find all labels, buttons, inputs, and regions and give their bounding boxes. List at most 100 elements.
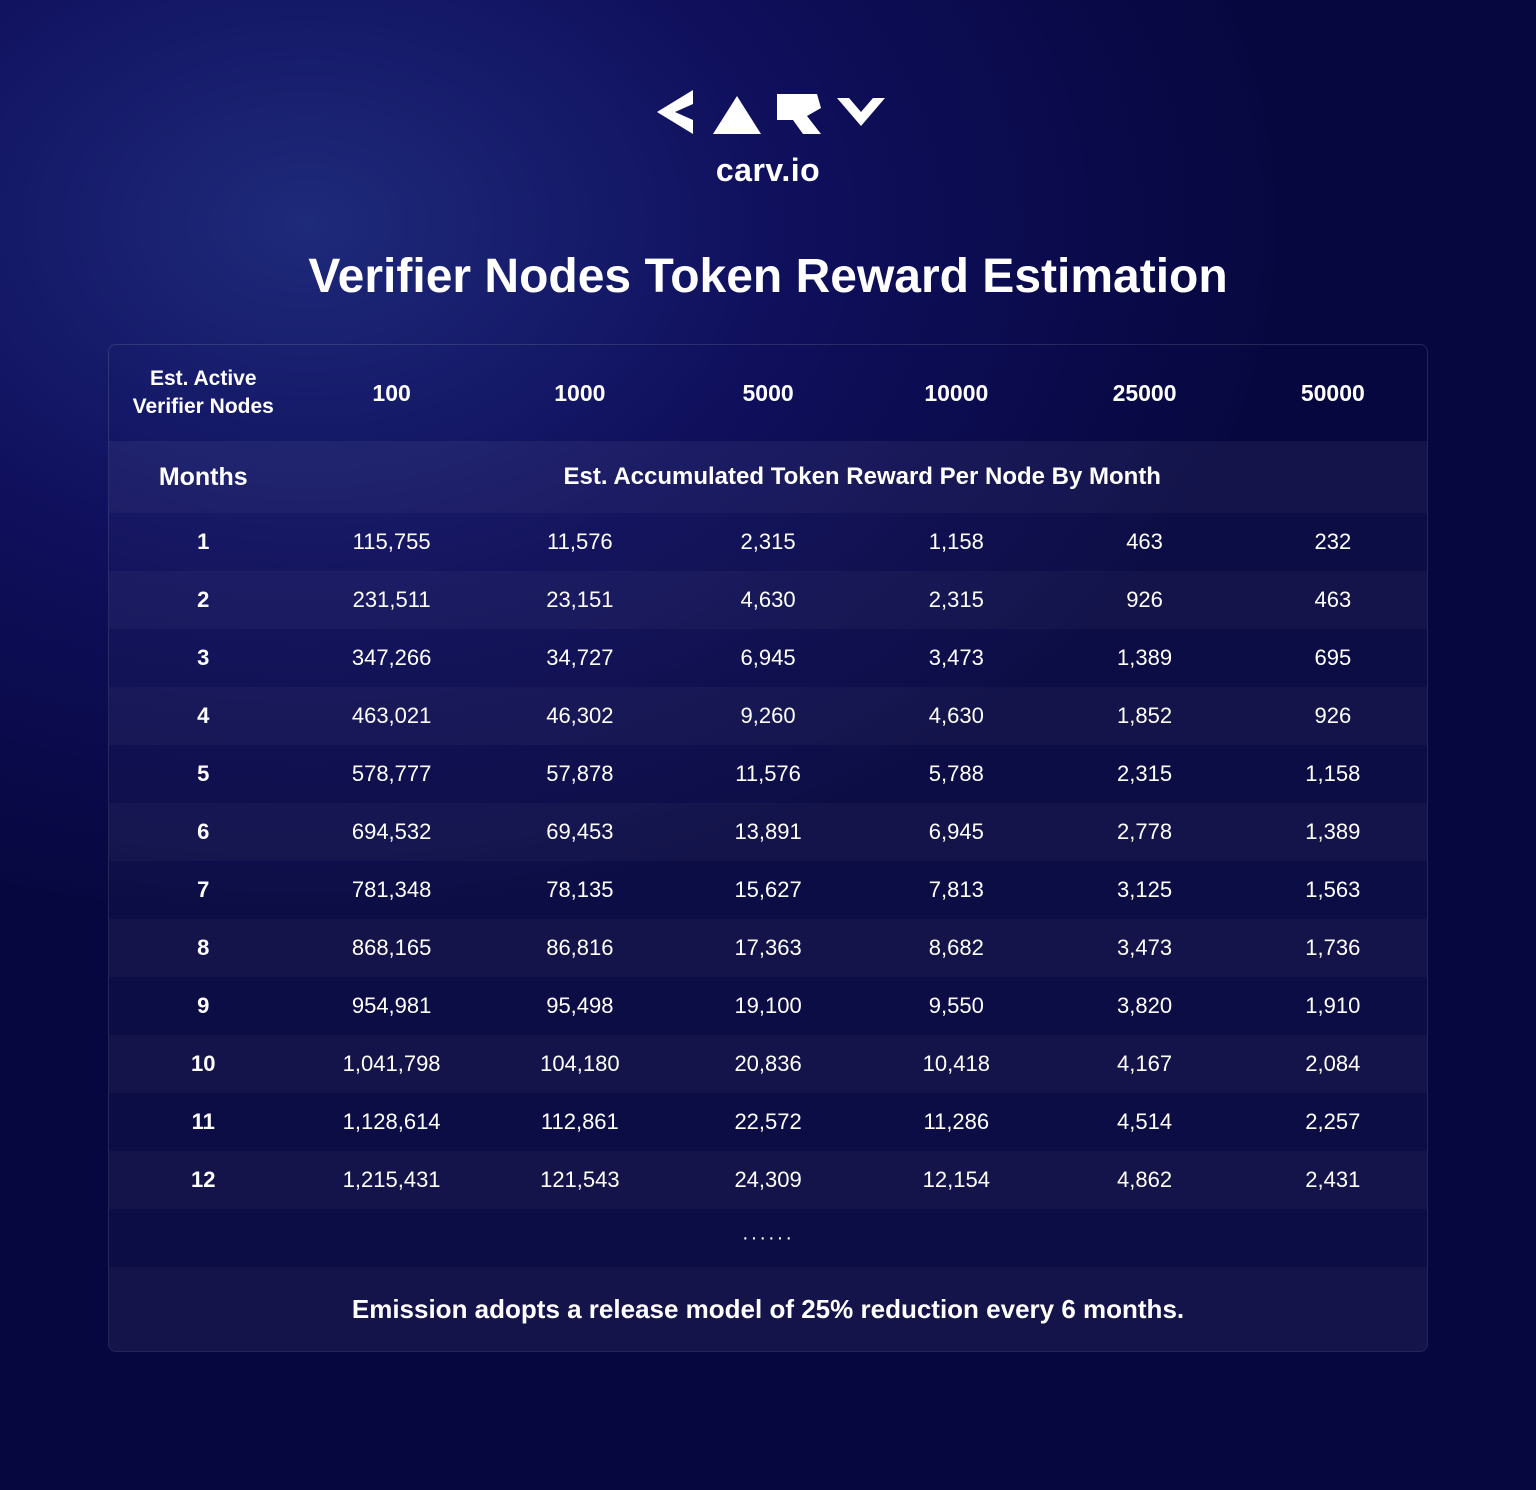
- value-cell: 1,736: [1239, 919, 1427, 977]
- value-cell: 2,315: [862, 571, 1050, 629]
- value-cell: 121,543: [486, 1151, 674, 1209]
- month-cell: 12: [109, 1151, 298, 1209]
- header-corner-line1: Est. Active: [150, 367, 257, 390]
- value-cell: 232: [1239, 513, 1427, 571]
- table-ellipsis-row: ······: [109, 1209, 1427, 1267]
- value-cell: 2,084: [1239, 1035, 1427, 1093]
- table-row: 6694,53269,45313,8916,9452,7781,389: [109, 803, 1427, 861]
- value-cell: 2,257: [1239, 1093, 1427, 1151]
- value-cell: 695: [1239, 629, 1427, 687]
- table-row: 9954,98195,49819,1009,5503,8201,910: [109, 977, 1427, 1035]
- value-cell: 86,816: [486, 919, 674, 977]
- value-cell: 10,418: [862, 1035, 1050, 1093]
- value-cell: 17,363: [674, 919, 862, 977]
- month-cell: 3: [109, 629, 298, 687]
- table-row: 121,215,431121,54324,30912,1544,8622,431: [109, 1151, 1427, 1209]
- value-cell: 11,576: [674, 745, 862, 803]
- value-cell: 4,630: [674, 571, 862, 629]
- value-cell: 9,550: [862, 977, 1050, 1035]
- ellipsis-cell: ······: [109, 1209, 1427, 1267]
- value-cell: 347,266: [298, 629, 486, 687]
- value-cell: 95,498: [486, 977, 674, 1035]
- value-cell: 11,576: [486, 513, 674, 571]
- value-cell: 34,727: [486, 629, 674, 687]
- value-cell: 115,755: [298, 513, 486, 571]
- month-cell: 5: [109, 745, 298, 803]
- table-row: 111,128,614112,86122,57211,2864,5142,257: [109, 1093, 1427, 1151]
- value-cell: 1,389: [1239, 803, 1427, 861]
- value-cell: 3,820: [1050, 977, 1238, 1035]
- reward-table-container: Est. Active Verifier Nodes 100 1000 5000…: [108, 344, 1428, 1352]
- table-row: 1115,75511,5762,3151,158463232: [109, 513, 1427, 571]
- value-cell: 463: [1239, 571, 1427, 629]
- value-cell: 1,389: [1050, 629, 1238, 687]
- month-cell: 4: [109, 687, 298, 745]
- brand-site-text: carv.io: [716, 152, 820, 189]
- carv-logo-icon: [649, 90, 887, 134]
- value-cell: 4,630: [862, 687, 1050, 745]
- table-footnote-row: Emission adopts a release model of 25% r…: [109, 1267, 1427, 1351]
- month-cell: 8: [109, 919, 298, 977]
- value-cell: 46,302: [486, 687, 674, 745]
- value-cell: 3,125: [1050, 861, 1238, 919]
- subheader-reward: Est. Accumulated Token Reward Per Node B…: [298, 441, 1428, 513]
- value-cell: 104,180: [486, 1035, 674, 1093]
- value-cell: 23,151: [486, 571, 674, 629]
- value-cell: 9,260: [674, 687, 862, 745]
- value-cell: 57,878: [486, 745, 674, 803]
- table-row: 3347,26634,7276,9453,4731,389695: [109, 629, 1427, 687]
- value-cell: 3,473: [1050, 919, 1238, 977]
- value-cell: 6,945: [862, 803, 1050, 861]
- value-cell: 781,348: [298, 861, 486, 919]
- value-cell: 8,682: [862, 919, 1050, 977]
- value-cell: 954,981: [298, 977, 486, 1035]
- value-cell: 231,511: [298, 571, 486, 629]
- value-cell: 926: [1239, 687, 1427, 745]
- month-cell: 6: [109, 803, 298, 861]
- value-cell: 6,945: [674, 629, 862, 687]
- value-cell: 22,572: [674, 1093, 862, 1151]
- value-cell: 5,788: [862, 745, 1050, 803]
- value-cell: 926: [1050, 571, 1238, 629]
- month-cell: 10: [109, 1035, 298, 1093]
- table-row: 101,041,798104,18020,83610,4184,1672,084: [109, 1035, 1427, 1093]
- value-cell: 24,309: [674, 1151, 862, 1209]
- value-cell: 13,891: [674, 803, 862, 861]
- reward-table: Est. Active Verifier Nodes 100 1000 5000…: [109, 345, 1427, 1351]
- table-row: 7781,34878,13515,6277,8133,1251,563: [109, 861, 1427, 919]
- value-cell: 1,158: [862, 513, 1050, 571]
- table-header-row: Est. Active Verifier Nodes 100 1000 5000…: [109, 345, 1427, 441]
- value-cell: 4,862: [1050, 1151, 1238, 1209]
- value-cell: 1,041,798: [298, 1035, 486, 1093]
- header-nodes-10000: 10000: [862, 345, 1050, 441]
- header-nodes-1000: 1000: [486, 345, 674, 441]
- value-cell: 3,473: [862, 629, 1050, 687]
- table-subheader-row: Months Est. Accumulated Token Reward Per…: [109, 441, 1427, 513]
- value-cell: 2,315: [1050, 745, 1238, 803]
- value-cell: 2,431: [1239, 1151, 1427, 1209]
- table-row: 2231,51123,1514,6302,315926463: [109, 571, 1427, 629]
- value-cell: 1,128,614: [298, 1093, 486, 1151]
- value-cell: 1,215,431: [298, 1151, 486, 1209]
- header-nodes-50000: 50000: [1239, 345, 1427, 441]
- header-corner-line2: Verifier Nodes: [133, 395, 274, 418]
- value-cell: 868,165: [298, 919, 486, 977]
- header-corner: Est. Active Verifier Nodes: [109, 345, 298, 441]
- value-cell: 463,021: [298, 687, 486, 745]
- value-cell: 15,627: [674, 861, 862, 919]
- subheader-months: Months: [109, 441, 298, 513]
- table-body: 1115,75511,5762,3151,1584632322231,51123…: [109, 513, 1427, 1209]
- header-nodes-25000: 25000: [1050, 345, 1238, 441]
- value-cell: 112,861: [486, 1093, 674, 1151]
- value-cell: 2,315: [674, 513, 862, 571]
- value-cell: 1,852: [1050, 687, 1238, 745]
- month-cell: 7: [109, 861, 298, 919]
- header-nodes-100: 100: [298, 345, 486, 441]
- value-cell: 4,167: [1050, 1035, 1238, 1093]
- month-cell: 9: [109, 977, 298, 1035]
- value-cell: 578,777: [298, 745, 486, 803]
- value-cell: 12,154: [862, 1151, 1050, 1209]
- month-cell: 11: [109, 1093, 298, 1151]
- value-cell: 694,532: [298, 803, 486, 861]
- value-cell: 2,778: [1050, 803, 1238, 861]
